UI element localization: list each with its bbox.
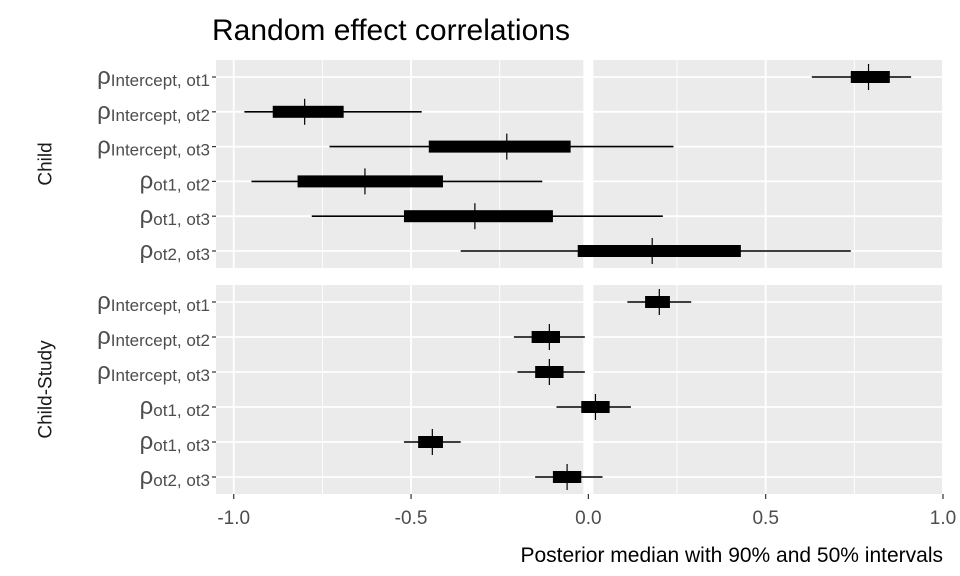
panel-background — [216, 60, 943, 268]
chart-title: Random effect correlations — [212, 14, 570, 47]
rho-symbol: ρ — [97, 288, 111, 315]
panel-strip-label: Child-Study — [36, 340, 57, 439]
x-axis-title: Posterior median with 90% and 50% interv… — [520, 544, 943, 567]
x-tick-label: 0.5 — [752, 508, 778, 529]
rho-symbol: ρ — [140, 428, 154, 455]
y-tick-label: ρot1, ot2 — [140, 167, 210, 194]
rho-subscript: Intercept, ot3 — [111, 141, 210, 160]
rho-subscript: ot1, ot3 — [153, 436, 210, 455]
rho-symbol: ρ — [140, 463, 154, 490]
rho-subscript: ot1, ot2 — [153, 401, 210, 420]
y-tick-label: ρot1, ot2 — [140, 393, 210, 420]
panel-strip — [32, 285, 59, 494]
y-tick-label: ρIntercept, ot2 — [97, 98, 210, 125]
panel-strip-label: Child — [36, 142, 57, 185]
interval-50 — [850, 71, 890, 83]
interval-50 — [403, 210, 553, 223]
x-tick-label: -0.5 — [395, 508, 428, 529]
interval-50 — [577, 245, 741, 257]
interval-50 — [531, 331, 560, 343]
y-tick-label: ρot2, ot3 — [140, 463, 210, 490]
rho-symbol: ρ — [97, 133, 111, 160]
y-tick-label: ρot1, ot3 — [140, 428, 210, 455]
interval-50 — [645, 296, 670, 308]
rho-subscript: Intercept, ot3 — [111, 366, 210, 385]
x-tick-label: -1.0 — [217, 508, 250, 529]
y-tick-label: ρot1, ot3 — [140, 202, 210, 229]
y-tick-label: ρIntercept, ot1 — [97, 63, 210, 90]
rho-subscript: ot2, ot3 — [153, 471, 210, 490]
interval-50 — [418, 436, 443, 448]
y-tick-label: ρIntercept, ot3 — [97, 358, 210, 385]
interval-50 — [428, 140, 571, 153]
rho-symbol: ρ — [97, 63, 111, 90]
rho-subscript: Intercept, ot1 — [111, 296, 210, 315]
rho-subscript: Intercept, ot2 — [111, 331, 210, 350]
rho-subscript: ot1, ot2 — [153, 175, 210, 194]
x-tick-label: 1.0 — [930, 508, 956, 529]
x-axis: -1.0 -0.5 0.0 0.5 1.0 — [217, 494, 956, 529]
y-tick-label: ρIntercept, ot3 — [97, 133, 210, 160]
rho-symbol: ρ — [140, 167, 154, 194]
rho-symbol: ρ — [97, 358, 111, 385]
rho-symbol: ρ — [140, 202, 154, 229]
panel-background — [216, 285, 943, 494]
rho-subscript: Intercept, ot1 — [111, 71, 210, 90]
interval-50 — [272, 105, 344, 118]
y-tick-label: ρIntercept, ot2 — [97, 323, 210, 350]
rho-symbol: ρ — [140, 237, 154, 264]
rho-subscript: ot1, ot3 — [153, 210, 210, 229]
rho-subscript: Intercept, ot2 — [111, 106, 210, 125]
rho-symbol: ρ — [97, 98, 111, 125]
y-tick-label: ρIntercept, ot1 — [97, 288, 210, 315]
panel-strip — [32, 60, 59, 268]
rho-symbol: ρ — [140, 393, 154, 420]
x-tick-label: 0.0 — [575, 508, 601, 529]
y-tick-label: ρot2, ot3 — [140, 237, 210, 264]
rho-subscript: ot2, ot3 — [153, 245, 210, 264]
interval-50 — [297, 175, 443, 188]
rho-symbol: ρ — [97, 323, 111, 350]
